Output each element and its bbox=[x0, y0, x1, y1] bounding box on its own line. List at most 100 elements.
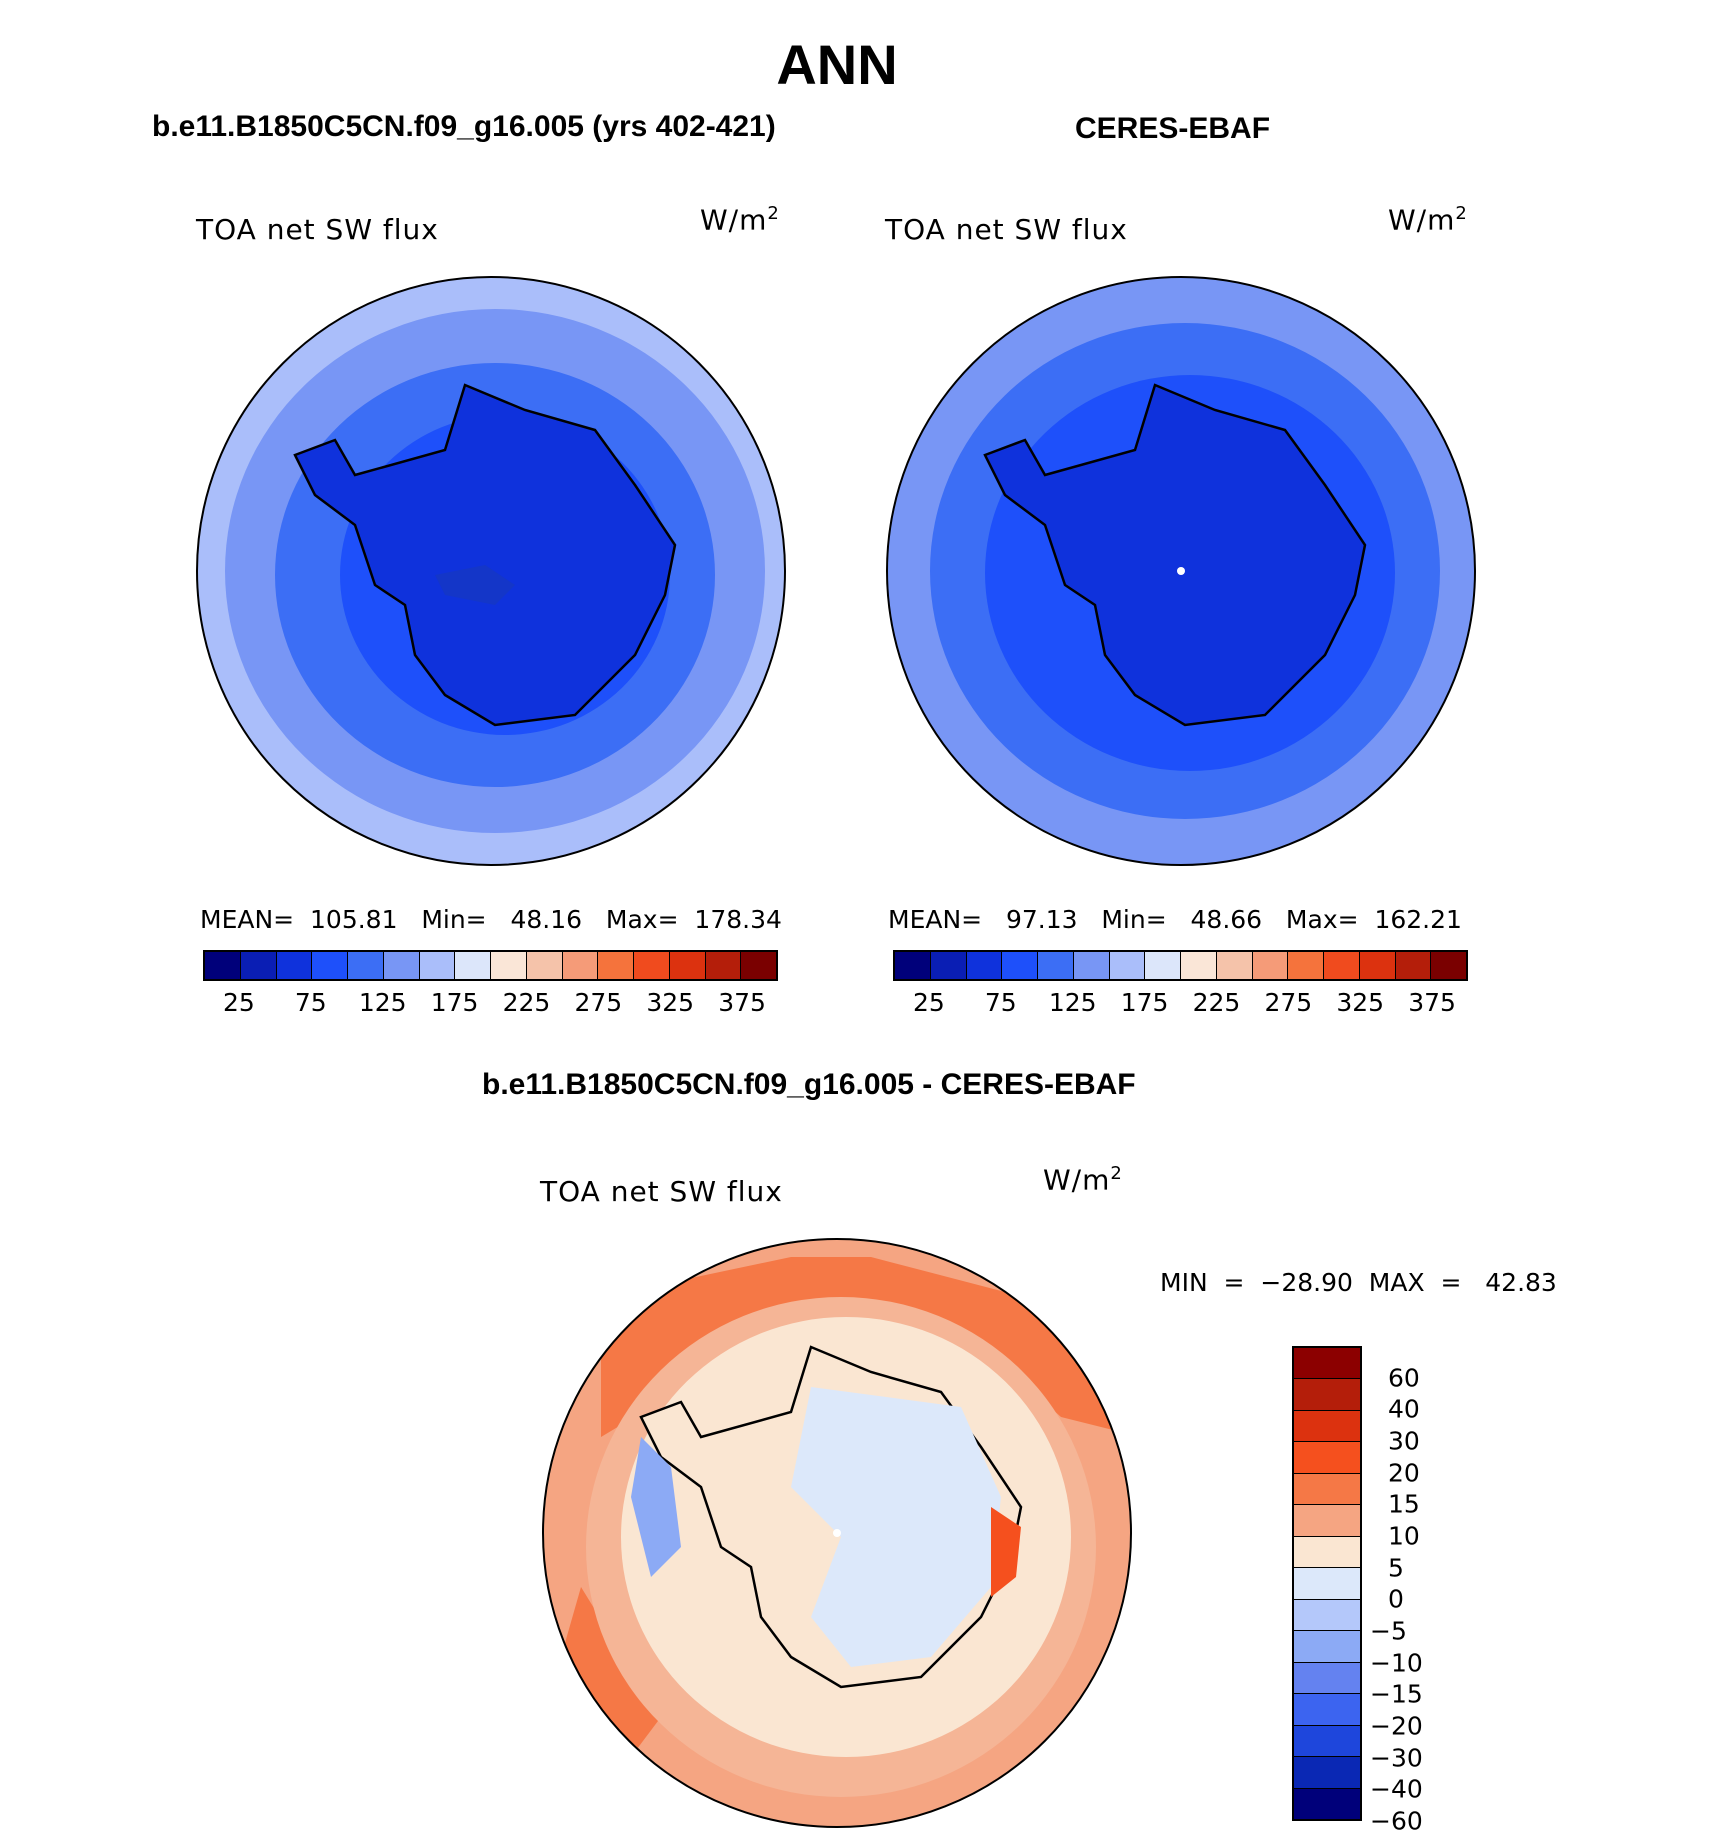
colorbar-swatch bbox=[1145, 952, 1181, 979]
colorbar-swatch bbox=[1294, 1442, 1360, 1474]
diff-units-label: W/m2 bbox=[1043, 1163, 1123, 1197]
colorbar-swatch bbox=[1294, 1662, 1360, 1695]
colorbar-swatch bbox=[1324, 952, 1360, 979]
colorbar-swatch bbox=[1294, 1568, 1360, 1600]
colorbar-swatch bbox=[1109, 952, 1146, 979]
diff-colorbar-ticks: 60 40 30 20 15 10 5 0 −5 −10 −15 −20 −30 −40 −60 bbox=[1370, 1346, 1490, 1835]
colorbar-tick-label: −20 bbox=[1370, 1711, 1423, 1741]
model-stats: MEAN= 105.81 Min= 48.16 Max= 178.34 bbox=[200, 905, 782, 934]
diff-colorbar bbox=[1292, 1346, 1362, 1821]
colorbar-swatch bbox=[1181, 952, 1217, 979]
colorbar-swatch bbox=[705, 952, 742, 979]
colorbar-tick-label: 125 bbox=[1048, 988, 1097, 1017]
colorbar-swatch bbox=[1294, 1725, 1360, 1758]
obs-colorbar-ticks: 25 75 125 175 225 275 325 375 bbox=[893, 988, 1468, 1020]
colorbar-tick-label: 25 bbox=[913, 988, 945, 1017]
colorbar-swatch bbox=[1294, 1599, 1360, 1632]
colorbar-tick-label: 175 bbox=[1120, 988, 1169, 1017]
colorbar-swatch bbox=[205, 952, 241, 979]
colorbar-tick-label: −40 bbox=[1370, 1774, 1423, 1804]
colorbar-tick-label: 0 bbox=[1388, 1584, 1404, 1614]
colorbar-tick-label: 25 bbox=[223, 988, 255, 1017]
figure-title: ANN bbox=[776, 33, 898, 96]
colorbar-swatch bbox=[1431, 952, 1466, 979]
antarctica-outline bbox=[293, 383, 677, 727]
colorbar-tick-label: 325 bbox=[646, 988, 695, 1017]
obs-subtitle: CERES-EBAF bbox=[1075, 112, 1271, 145]
obs-colorbar bbox=[893, 950, 1468, 981]
colorbar-swatch bbox=[1294, 1410, 1360, 1443]
colorbar-swatch bbox=[491, 952, 527, 979]
obs-stats: MEAN= 97.13 Min= 48.66 Max= 162.21 bbox=[888, 905, 1462, 934]
colorbar-tick-label: 125 bbox=[358, 988, 407, 1017]
diff-polar-map bbox=[542, 1238, 1132, 1828]
colorbar-tick-label: −60 bbox=[1370, 1806, 1423, 1836]
colorbar-swatch bbox=[1294, 1379, 1360, 1411]
obs-variable-label: TOA net SW flux bbox=[885, 213, 1128, 246]
south-pole-marker bbox=[833, 1529, 841, 1537]
map-border bbox=[886, 276, 1476, 866]
model-polar-map bbox=[196, 276, 786, 866]
colorbar-swatch bbox=[383, 952, 420, 979]
colorbar-swatch bbox=[312, 952, 348, 979]
colorbar-tick-label: 275 bbox=[574, 988, 623, 1017]
model-colorbar-ticks: 25 75 125 175 225 275 325 375 bbox=[203, 988, 778, 1020]
obs-units-label: W/m2 bbox=[1388, 203, 1468, 237]
map-region-positive bbox=[991, 1507, 1021, 1597]
colorbar-swatch bbox=[1294, 1473, 1360, 1506]
colorbar-swatch bbox=[1294, 1505, 1360, 1537]
colorbar-swatch bbox=[276, 952, 313, 979]
colorbar-tick-label: 15 bbox=[1388, 1489, 1420, 1519]
colorbar-tick-label: 75 bbox=[294, 988, 327, 1017]
diff-variable-label: TOA net SW flux bbox=[540, 1175, 783, 1208]
colorbar-swatch bbox=[348, 952, 384, 979]
colorbar-swatch bbox=[1252, 952, 1289, 979]
colorbar-swatch bbox=[1294, 1694, 1360, 1726]
colorbar-tick-label: 60 bbox=[1388, 1363, 1420, 1393]
colorbar-tick-label: 175 bbox=[430, 988, 479, 1017]
antarctica-outline bbox=[983, 383, 1367, 727]
colorbar-swatch bbox=[1073, 952, 1110, 979]
colorbar-tick-label: 40 bbox=[1388, 1394, 1420, 1424]
model-variable-label: TOA net SW flux bbox=[196, 213, 439, 246]
colorbar-swatch bbox=[1288, 952, 1324, 979]
colorbar-swatch bbox=[1294, 1348, 1360, 1380]
diff-stats: MIN = −28.90 MAX = 42.83 bbox=[1160, 1268, 1557, 1297]
colorbar-tick-label: 10 bbox=[1388, 1521, 1420, 1551]
colorbar-tick-label: −10 bbox=[1370, 1648, 1423, 1678]
obs-polar-map bbox=[886, 276, 1476, 866]
model-colorbar bbox=[203, 950, 778, 981]
colorbar-swatch bbox=[419, 952, 456, 979]
map-border bbox=[542, 1238, 1132, 1828]
colorbar-swatch bbox=[455, 952, 491, 979]
south-pole-marker bbox=[1177, 567, 1185, 575]
map-region-positive bbox=[601, 1257, 1131, 1437]
diff-subtitle: b.e11.B1850C5CN.f09_g16.005 - CERES-EBAF bbox=[482, 1068, 1136, 1101]
colorbar-swatch bbox=[598, 952, 634, 979]
colorbar-swatch bbox=[240, 952, 277, 979]
colorbar-tick-label: 5 bbox=[1388, 1553, 1404, 1583]
colorbar-swatch bbox=[1294, 1536, 1360, 1569]
colorbar-swatch bbox=[1359, 952, 1396, 979]
colorbar-swatch bbox=[526, 952, 563, 979]
colorbar-tick-label: −15 bbox=[1370, 1679, 1423, 1709]
colorbar-swatch bbox=[562, 952, 599, 979]
colorbar-tick-label: 20 bbox=[1388, 1458, 1420, 1488]
colorbar-tick-label: 375 bbox=[718, 988, 766, 1017]
colorbar-swatch bbox=[1395, 952, 1432, 979]
map-region-negative bbox=[791, 1387, 1001, 1667]
map-border bbox=[196, 276, 786, 866]
colorbar-swatch bbox=[930, 952, 967, 979]
colorbar-tick-label: −30 bbox=[1370, 1743, 1423, 1773]
colorbar-swatch bbox=[1216, 952, 1253, 979]
colorbar-tick-label: 75 bbox=[984, 988, 1017, 1017]
colorbar-swatch bbox=[1294, 1631, 1360, 1663]
map-region-positive bbox=[561, 1587, 661, 1757]
colorbar-tick-label: 225 bbox=[502, 988, 551, 1017]
colorbar-tick-label: 30 bbox=[1388, 1426, 1420, 1456]
model-units-label: W/m2 bbox=[700, 203, 780, 237]
colorbar-swatch bbox=[895, 952, 931, 979]
colorbar-swatch bbox=[966, 952, 1003, 979]
colorbar-tick-label: −5 bbox=[1370, 1616, 1407, 1646]
colorbar-tick-label: 325 bbox=[1336, 988, 1385, 1017]
